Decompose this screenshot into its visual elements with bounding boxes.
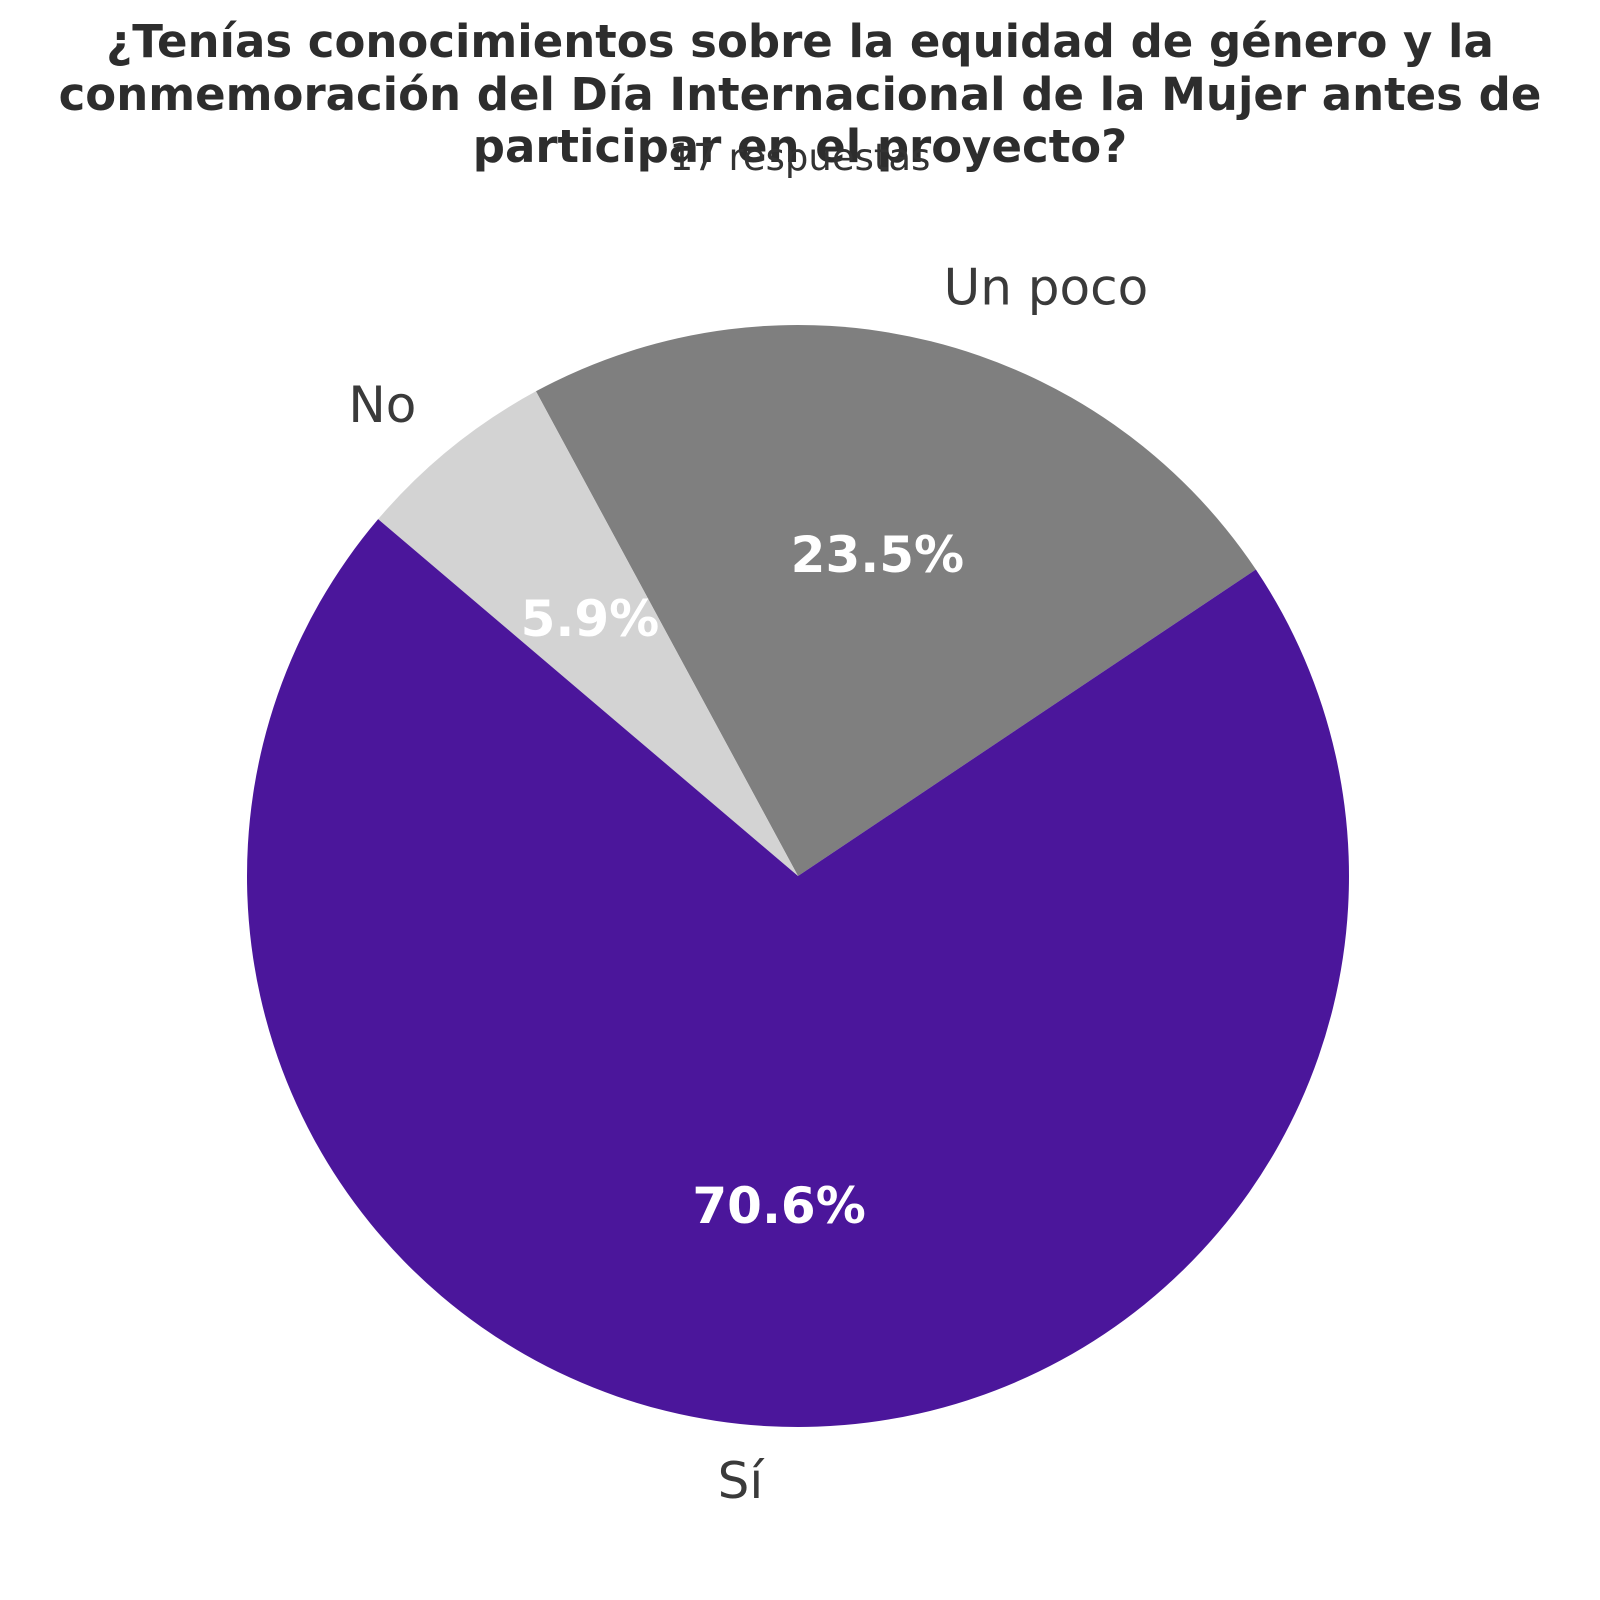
pie-slice-si [246,519,1349,1427]
chart-title: ¿Tenías conocimientos sobre la equidad d… [58,15,1542,174]
pie-percent-label-un-poco: 23.5% [791,526,964,584]
pie-slice-un-poco [535,324,1256,876]
pie-percent-label-no: 5.9% [521,590,660,648]
pie-category-label-un-poco: Un poco [944,259,1149,317]
pie-category-label-no: No [348,376,416,434]
pie-slice-no [378,391,798,876]
chart-subtitle: 17 respuestas [669,136,931,179]
pie-percent-label-si: 70.6% [692,1177,865,1235]
pie-category-label-si: Sí [718,1452,766,1510]
